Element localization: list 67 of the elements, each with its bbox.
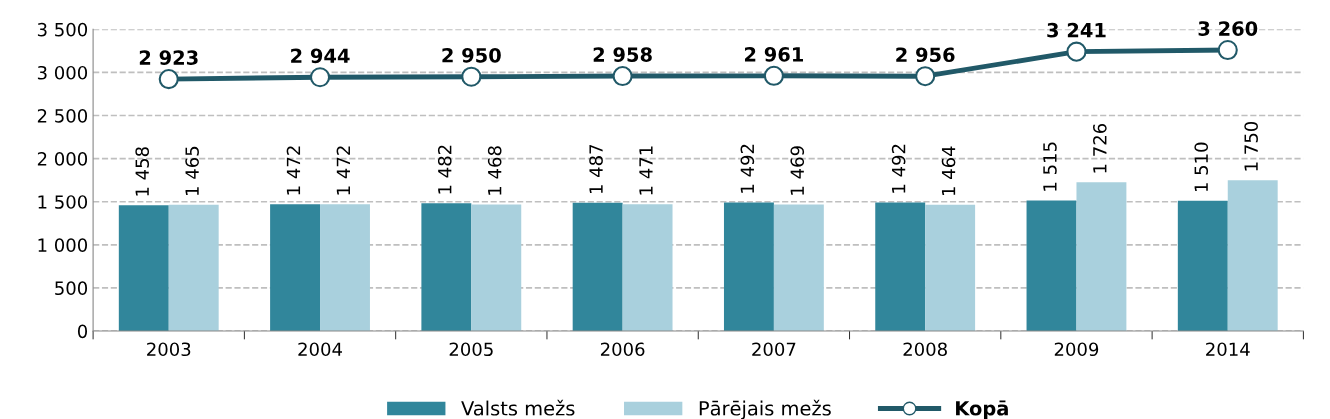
- x-tick-label: 2008: [903, 342, 947, 357]
- data-label: 1 472: [286, 146, 301, 195]
- y-tick-label: 3 000: [37, 65, 88, 80]
- bar: [168, 204, 219, 332]
- y-tick-label: 0: [77, 324, 88, 339]
- point: [915, 66, 936, 87]
- data-label: 2 958: [593, 47, 652, 62]
- data-label: 2 923: [139, 50, 198, 65]
- data-label: 1 458: [135, 147, 150, 196]
- data-label: 1 471: [639, 146, 653, 195]
- bar: [320, 204, 370, 332]
- point: [612, 65, 633, 87]
- x-tick-label: 2009: [1054, 342, 1099, 357]
- data-label: 1 510: [1194, 142, 1209, 192]
- data-label: 2 956: [896, 47, 955, 63]
- point: [309, 67, 331, 88]
- data-label: 1 464: [941, 146, 956, 196]
- x-tick-label: 2007: [752, 342, 796, 357]
- y-tick-label: 2 000: [37, 152, 88, 166]
- point: [158, 69, 179, 90]
- data-label: 1 482: [437, 145, 452, 194]
- bar: [723, 202, 774, 332]
- data-label: 2 944: [291, 48, 350, 64]
- y-tick-label: 1 500: [38, 195, 88, 209]
- point: [1217, 39, 1238, 61]
- data-label: 1 469: [790, 146, 805, 195]
- x-tick-label: 2005: [449, 342, 493, 357]
- bar: [118, 205, 169, 332]
- bar: [1076, 182, 1127, 332]
- bar: [471, 204, 522, 332]
- data-label: 1 515: [1043, 142, 1057, 191]
- data-label: 2 961: [744, 46, 803, 62]
- data-label: 1 492: [740, 144, 755, 193]
- data-label: 2 950: [442, 47, 501, 63]
- x-tick-label: 2004: [298, 342, 342, 357]
- legend-label: Pārējais mežs: [699, 399, 831, 419]
- bar: [1227, 180, 1278, 332]
- legend-label: Kopā: [956, 400, 1008, 419]
- bar: [270, 204, 321, 332]
- y-tick-label: 3 500: [37, 22, 88, 37]
- bar: [421, 203, 472, 332]
- x-tick-label: 2014: [1206, 342, 1250, 357]
- y-tick-label: 1 000: [38, 238, 88, 252]
- data-label: 1 468: [487, 146, 502, 195]
- y-tick-label: 500: [55, 281, 88, 296]
- bar: [1177, 200, 1228, 332]
- data-label: 1 726: [1093, 123, 1107, 173]
- data-label: 3 260: [1198, 21, 1258, 36]
- bar: [622, 204, 673, 332]
- data-label: 1 750: [1244, 121, 1258, 171]
- bar: [1026, 200, 1077, 332]
- data-label: 1 492: [891, 144, 906, 193]
- legend-label: Valsts mežs: [461, 399, 575, 416]
- data-label: 1 472: [336, 146, 350, 195]
- data-label: 1 487: [589, 144, 603, 194]
- bar: [773, 204, 824, 332]
- data-label: 1 465: [185, 146, 199, 195]
- bar: [875, 202, 926, 332]
- bar: [925, 204, 976, 332]
- x-tick-label: 2003: [147, 342, 191, 357]
- point: [461, 66, 482, 87]
- point: [763, 65, 784, 86]
- point: [1066, 41, 1087, 62]
- y-tick-label: 2 500: [37, 108, 88, 123]
- data-label: 3 241: [1047, 22, 1106, 38]
- x-tick-label: 2006: [600, 342, 645, 357]
- bar: [572, 202, 623, 332]
